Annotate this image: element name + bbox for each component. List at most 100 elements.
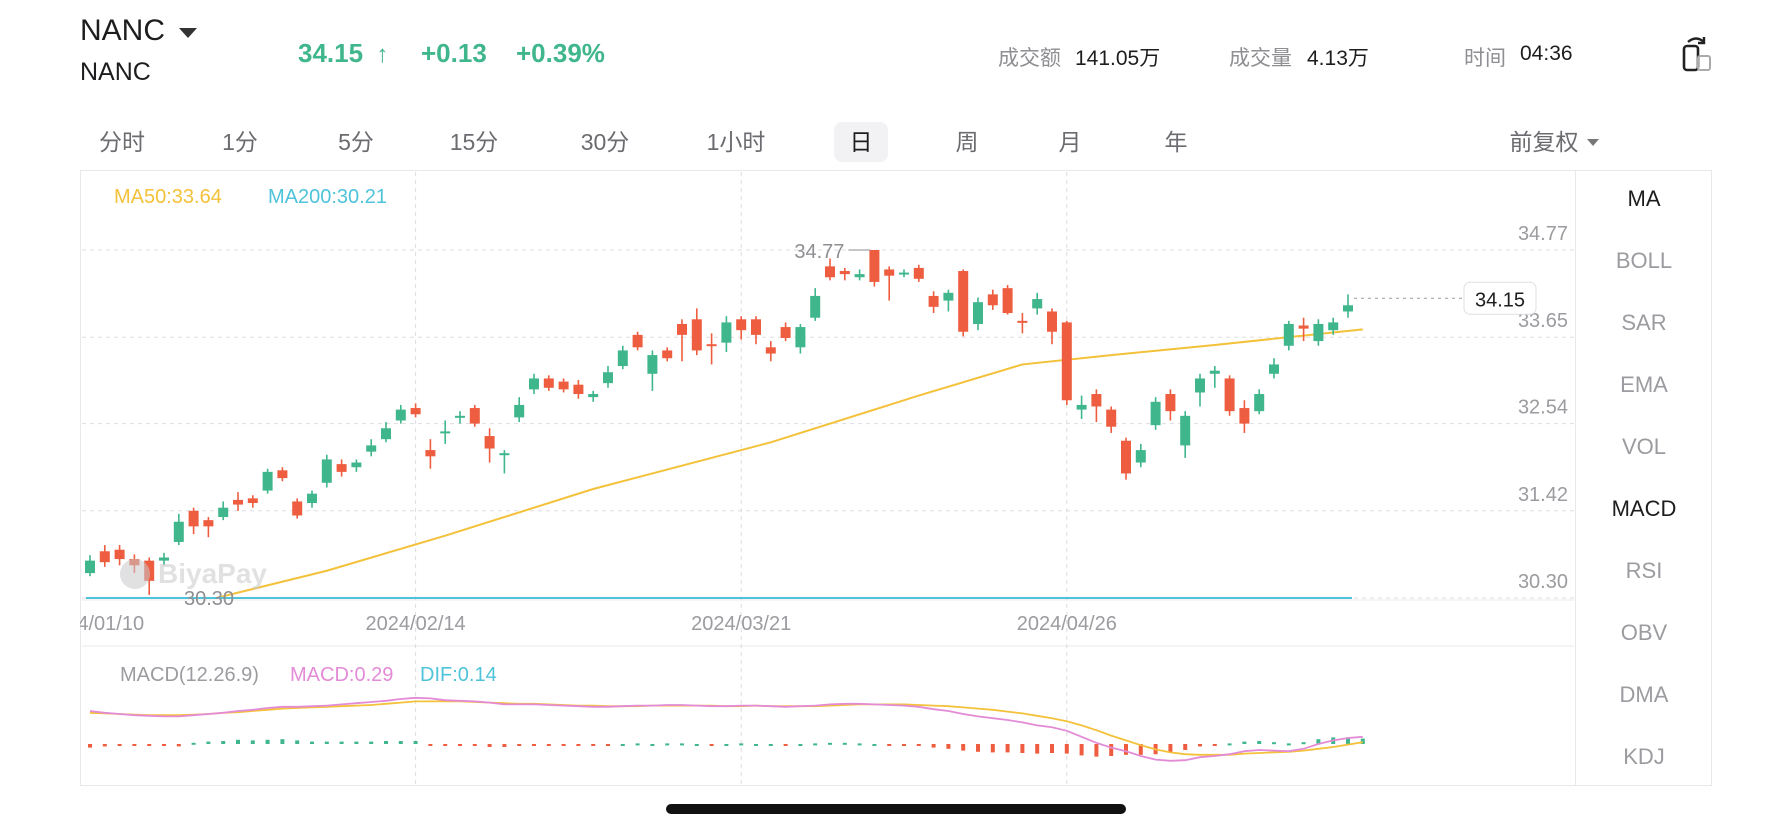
macd-bar-69 xyxy=(1109,744,1114,756)
tab-1[interactable]: 1分 xyxy=(222,129,258,155)
candle-body-68 xyxy=(1091,394,1102,407)
candle-64 xyxy=(1032,292,1043,315)
candle-29 xyxy=(514,397,525,423)
y-tick-label-2: 32.54 xyxy=(1518,397,1568,419)
candle-body-77 xyxy=(1224,378,1235,412)
macd-bar-18 xyxy=(354,741,359,744)
watermark-logo-icon xyxy=(120,559,150,589)
caret-down-icon xyxy=(179,28,198,38)
candle-body-18 xyxy=(351,462,362,468)
candle-66 xyxy=(1061,320,1072,405)
last-price-label: 34.15 xyxy=(1475,289,1525,311)
candle-body-52 xyxy=(854,274,865,278)
indicator-sar[interactable]: SAR xyxy=(1621,310,1667,335)
indicator-boll[interactable]: BOLL xyxy=(1615,248,1673,273)
candle-body-38 xyxy=(647,355,658,374)
macd-bar-14 xyxy=(295,740,300,744)
candle-body-70 xyxy=(1121,440,1131,474)
candle-body-83 xyxy=(1313,323,1324,342)
tab-6[interactable]: 日 xyxy=(834,122,888,162)
candle-41 xyxy=(691,308,702,356)
macd-bar-76 xyxy=(1212,744,1217,746)
candle-67 xyxy=(1076,395,1087,419)
macd-bar-34 xyxy=(591,744,596,746)
candle-body-45 xyxy=(751,319,761,335)
tab-3[interactable]: 15分 xyxy=(449,129,499,155)
candle-6 xyxy=(173,513,184,546)
macd-panel xyxy=(88,696,1365,762)
candle-33 xyxy=(573,380,584,399)
symbol-name: NANC xyxy=(80,58,151,86)
y-tick-label-4: 30.30 xyxy=(1518,571,1568,593)
candle-body-51 xyxy=(839,271,850,275)
indicator-vol[interactable]: VOL xyxy=(1621,434,1667,459)
candle-body-55 xyxy=(899,272,909,275)
macd-bar-32 xyxy=(561,744,566,746)
candle-13 xyxy=(277,467,288,482)
macd-bar-4 xyxy=(147,744,152,746)
candle-body-8 xyxy=(203,520,214,527)
candle-70 xyxy=(1121,437,1131,480)
candle-body-54 xyxy=(884,269,895,276)
adjust-selector[interactable]: 前复权 xyxy=(1484,122,1624,162)
macd-bar-45 xyxy=(754,744,758,746)
macd-bar-74 xyxy=(1183,744,1188,750)
candle-body-23 xyxy=(425,450,436,457)
macd-bar-20 xyxy=(384,741,388,744)
tab-7[interactable]: 周 xyxy=(955,129,979,155)
tab-5[interactable]: 1小时 xyxy=(706,129,766,155)
candle-61 xyxy=(987,289,998,310)
price-change-percent: +0.39% xyxy=(516,38,605,68)
turnover-value: 141.05万 xyxy=(1075,47,1161,70)
candle-73 xyxy=(1165,389,1176,421)
indicator-kdj[interactable]: KDJ xyxy=(1623,744,1665,769)
tab-2[interactable]: 5分 xyxy=(338,129,374,155)
macd-bar-77 xyxy=(1227,743,1232,746)
macd-bar-86 xyxy=(1360,738,1365,744)
indicator-rsi[interactable]: RSI xyxy=(1625,558,1663,583)
macd-bar-54 xyxy=(887,744,892,746)
candle-body-19 xyxy=(366,445,377,452)
candle-body-72 xyxy=(1150,401,1161,426)
symbol-selector[interactable]: NANC xyxy=(80,14,198,48)
macd-bar-33 xyxy=(576,744,581,746)
candle-body-84 xyxy=(1328,322,1339,331)
tab-8[interactable]: 月 xyxy=(1058,129,1082,155)
candle-body-25 xyxy=(455,415,465,418)
candle-body-64 xyxy=(1032,299,1043,309)
candle-body-59 xyxy=(958,271,969,332)
macd-bar-70 xyxy=(1124,744,1128,755)
candle-52 xyxy=(854,269,865,281)
candle-body-78 xyxy=(1239,408,1250,424)
y-tick-label-3: 31.42 xyxy=(1518,484,1568,506)
indicator-ema[interactable]: EMA xyxy=(1620,372,1668,397)
macd-bar-36 xyxy=(620,744,625,746)
candle-56 xyxy=(913,264,924,282)
indicator-obv[interactable]: OBV xyxy=(1620,620,1668,645)
tab-9[interactable]: 年 xyxy=(1164,129,1188,155)
candle-body-73 xyxy=(1165,394,1176,412)
candle-79 xyxy=(1254,389,1265,415)
candle-49 xyxy=(810,288,821,321)
indicator-ma[interactable]: MA xyxy=(1627,186,1661,211)
candle-body-12 xyxy=(262,471,273,491)
candle-body-13 xyxy=(277,470,288,479)
macd-bar-22 xyxy=(413,741,418,744)
tab-4[interactable]: 30分 xyxy=(580,129,630,155)
candle-body-76 xyxy=(1209,370,1220,374)
candle-10 xyxy=(233,492,243,511)
rotate-screen-icon[interactable] xyxy=(1680,34,1716,74)
candle-body-41 xyxy=(691,319,702,351)
adjust-label: 前复权 xyxy=(1509,129,1579,155)
indicator-macd[interactable]: MACD xyxy=(1611,496,1677,521)
macd-bar-24 xyxy=(443,744,448,746)
candle-53 xyxy=(869,250,880,287)
candle-body-74 xyxy=(1180,415,1191,446)
candle-69 xyxy=(1106,406,1117,433)
indicator-dma[interactable]: DMA xyxy=(1619,682,1669,707)
candle-body-5 xyxy=(159,557,169,561)
candle-body-22 xyxy=(410,408,421,415)
tab-0[interactable]: 分时 xyxy=(99,129,145,155)
candle-body-56 xyxy=(913,267,924,279)
